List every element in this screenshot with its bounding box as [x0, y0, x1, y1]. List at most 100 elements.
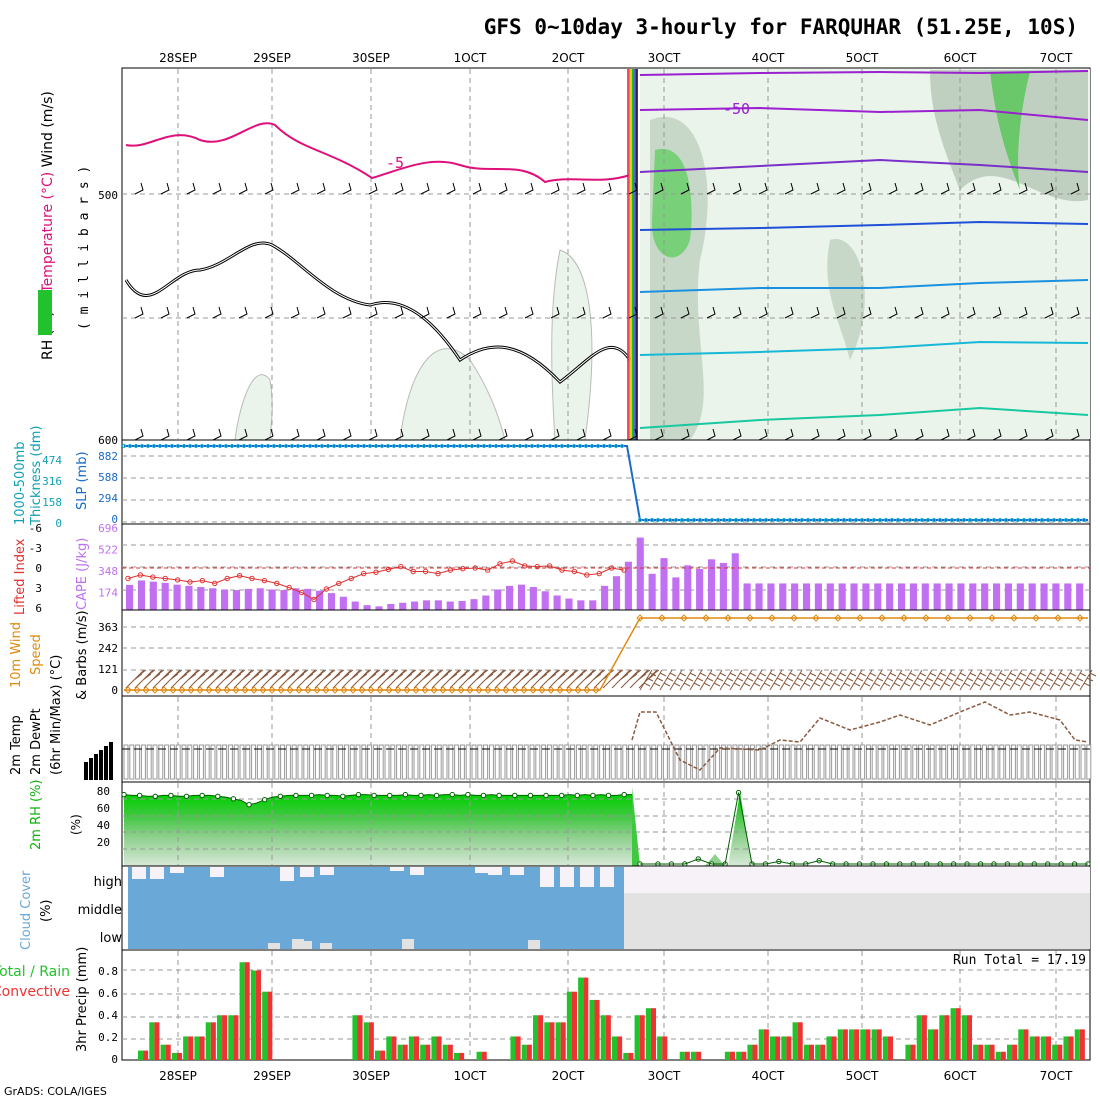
wind-barb [212, 182, 222, 195]
wind-barb [759, 669, 777, 691]
slp-marker [589, 443, 595, 449]
temp-bar [198, 744, 204, 780]
rh-point [215, 793, 221, 799]
temp-tick-marker [89, 758, 93, 780]
wind-barb [238, 428, 248, 441]
precip-bar-total [736, 1051, 742, 1060]
slp-marker [667, 517, 673, 523]
precip-bar-convective [617, 1036, 623, 1060]
wind-barb [909, 669, 927, 691]
temp-bar [529, 744, 535, 780]
wind-barb [251, 669, 273, 689]
temp-bar [970, 744, 976, 780]
wind-barb [706, 428, 716, 441]
top-date-label: 5OCT [846, 51, 879, 65]
slp-tick: 588 [98, 471, 118, 484]
temp-bar [274, 744, 280, 780]
slp-marker [193, 443, 199, 449]
slp-frame [121, 439, 1091, 525]
slp-marker [409, 443, 415, 449]
rh-tick: 20 [97, 836, 110, 849]
wind-barb [914, 182, 924, 195]
temp-bar [674, 744, 680, 780]
temp-bar [639, 744, 645, 780]
wind-barb [472, 306, 482, 319]
thickness-ylabel-1: 1000-500mb [13, 441, 28, 525]
temp-bar [575, 744, 581, 780]
slp-marker [655, 517, 661, 523]
temp-bar [709, 744, 715, 780]
rh-point [496, 792, 502, 799]
cloud-ylabel-1: Cloud Cover [19, 870, 34, 950]
cape-bar [292, 588, 300, 610]
temp-bar [390, 744, 396, 780]
cape-bar [838, 583, 846, 610]
wind-barb [628, 182, 638, 195]
precip-bar-convective [921, 1015, 927, 1060]
temp-bar [912, 744, 918, 780]
li-point [323, 586, 330, 592]
cloud-ylabel-2: (%) [39, 900, 54, 923]
temp-bar [558, 744, 564, 780]
wind-barb [888, 428, 898, 441]
temp-bar [1086, 744, 1092, 780]
cloud-gap [150, 867, 164, 879]
temp-bar [152, 744, 158, 780]
wind-speed-marker [529, 686, 537, 694]
slp-marker [241, 443, 247, 449]
temp-bar [587, 744, 593, 780]
slp-marker [1003, 517, 1009, 523]
temp-bar [343, 744, 349, 780]
wind-barb [639, 669, 657, 691]
cape-bar [173, 584, 181, 610]
cape-bar [339, 596, 347, 610]
slp-marker [343, 443, 349, 449]
cape-bar [529, 587, 537, 610]
wind-barb [238, 306, 248, 319]
slp-marker [613, 443, 619, 449]
slp-marker [289, 443, 295, 449]
temp-bar [633, 744, 639, 780]
precip-bar-total [250, 970, 256, 1060]
wind-barb [602, 182, 612, 195]
wind-barb [161, 669, 183, 689]
precip-bar-convective [808, 1044, 815, 1060]
wind-barb [602, 306, 612, 319]
cloud-gap [402, 939, 414, 949]
slp-marker [1015, 517, 1021, 523]
wind-barb [458, 669, 480, 689]
wind-barb [206, 669, 228, 689]
temp-bar [999, 744, 1005, 780]
slp-marker [799, 517, 805, 523]
slp-marker [721, 517, 727, 523]
wind-barb [521, 669, 543, 689]
rh-point [387, 792, 393, 799]
temp-bar [459, 744, 465, 780]
slp-marker [511, 443, 517, 449]
temp-bar [546, 744, 552, 780]
precip-bar-convective [910, 1044, 916, 1060]
slp-marker [271, 443, 277, 449]
wind-barb [498, 182, 508, 195]
slp-marker [961, 517, 967, 523]
cloud-level-low: low [100, 931, 123, 946]
slp-marker [445, 443, 451, 449]
cape-bar [268, 589, 276, 610]
thickness-tick: 316 [42, 475, 62, 488]
wind-speed-marker [322, 686, 330, 694]
wind-speed-marker [133, 686, 141, 694]
slp-marker [253, 443, 259, 449]
precip-bar-total [521, 1044, 527, 1060]
slp-marker [1051, 517, 1057, 523]
precip-bar-convective [143, 1050, 149, 1060]
temperature-contour [639, 158, 1089, 173]
wind-speed-marker [922, 614, 930, 622]
thickness-tick: 0 [55, 517, 62, 530]
wind-barb [680, 428, 690, 441]
cape-bar [696, 568, 704, 610]
slp-marker [871, 517, 877, 523]
wind-barb [368, 306, 378, 319]
wind-speed-marker [187, 686, 195, 694]
wind-speed-marker [944, 614, 952, 622]
cape-bar [719, 562, 727, 610]
